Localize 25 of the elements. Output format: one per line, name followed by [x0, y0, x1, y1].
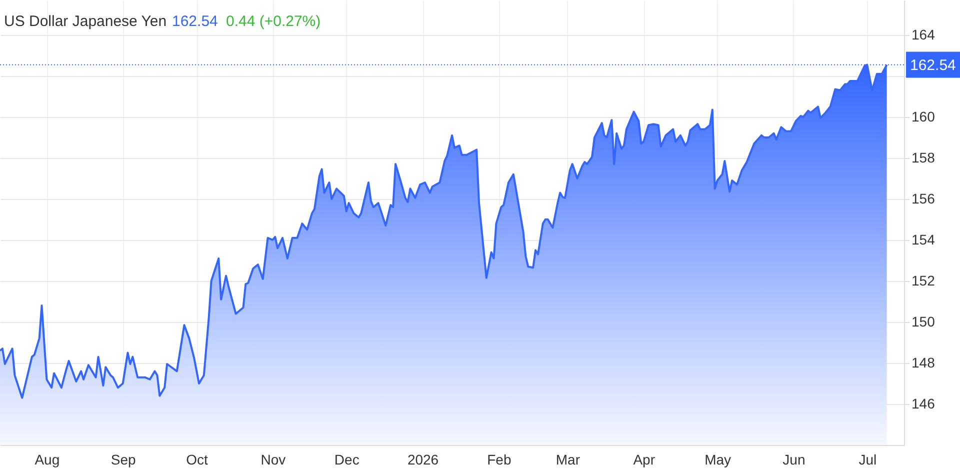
- y-tick-label: 160: [912, 108, 936, 124]
- y-tick-label: 164: [912, 26, 936, 42]
- y-tick-label: 150: [912, 313, 936, 330]
- x-tick-label: Nov: [260, 452, 286, 468]
- x-tick-label: 2026: [407, 452, 439, 468]
- y-tick-label: 156: [912, 190, 936, 206]
- x-tick-label: Dec: [334, 452, 360, 468]
- x-tick-label: Sep: [110, 452, 136, 468]
- annotation: 162.54: [172, 13, 218, 30]
- annotation: 0.44 (+0.27%): [226, 13, 321, 30]
- x-tick-label: Mar: [556, 452, 580, 468]
- y-tick-label: 154: [912, 231, 936, 248]
- x-tick-label: Jul: [858, 452, 877, 468]
- y-tick-label: 146: [912, 395, 936, 412]
- x-tick-label: May: [704, 452, 732, 468]
- text: US Dollar Japanese Yen: [4, 13, 167, 30]
- y-tick-label: 158: [912, 149, 936, 166]
- x-tick-label: Feb: [487, 452, 512, 468]
- x-tick-label: Apr: [633, 452, 656, 468]
- x-tick-label: Oct: [186, 452, 208, 468]
- ref-line-label: 162.54: [910, 56, 956, 74]
- x-tick-label: Jun: [782, 452, 806, 468]
- y-tick-label: 148: [912, 354, 936, 370]
- x-tick-label: Aug: [34, 452, 60, 468]
- y-tick-label: 152: [912, 272, 936, 288]
